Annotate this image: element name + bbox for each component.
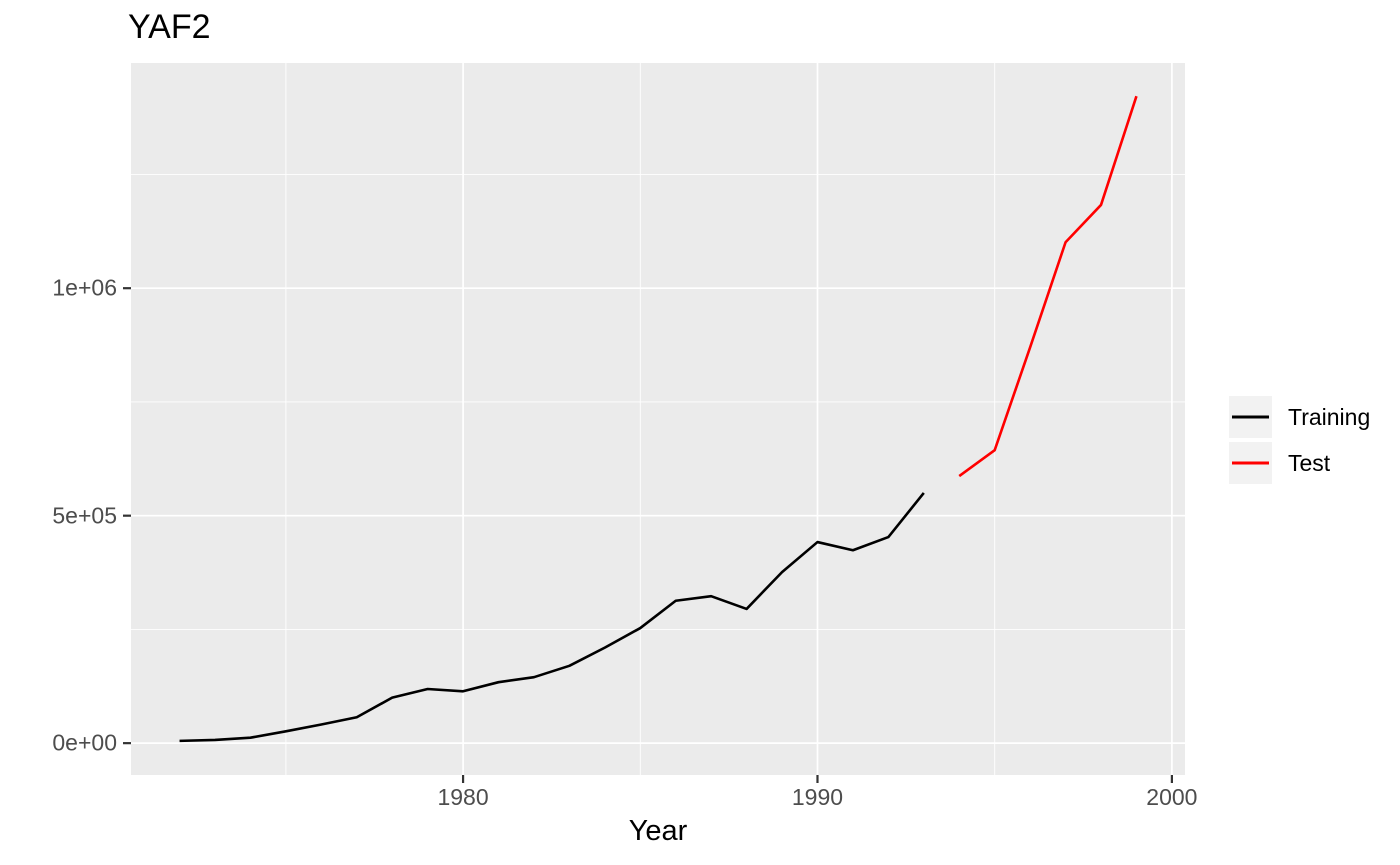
legend-line-sample [1232,461,1269,465]
legend-line-sample [1232,415,1269,419]
plot-panel [123,63,1185,783]
plot-title: YAF2 [128,8,211,46]
legend-entry-test: Test [1229,442,1370,484]
y-tick-label: 5e+05 [52,502,117,529]
legend-label: Test [1288,449,1331,476]
legend: Training Test [1229,396,1370,484]
legend-key-icon [1229,442,1272,484]
panel-canvas [123,63,1185,783]
x-tick-label: 2000 [1146,784,1198,810]
legend-label: Training [1288,403,1371,430]
legend-key-icon [1229,396,1272,438]
legend-entry-training: Training [1229,396,1370,438]
x-tick-label: 1980 [437,784,489,810]
x-axis-title: Year [628,815,688,847]
y-tick-label: 1e+06 [52,274,117,301]
x-tick-label: 1990 [791,784,844,810]
y-tick-label: 0e+00 [52,729,117,756]
series-line-test [958,95,1138,478]
series-line-training [179,492,925,743]
